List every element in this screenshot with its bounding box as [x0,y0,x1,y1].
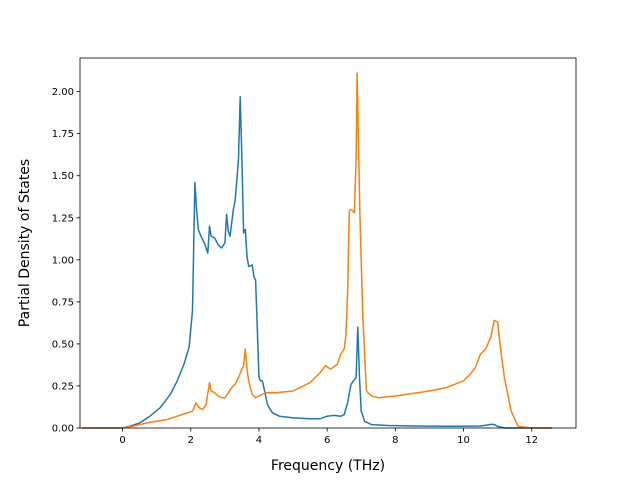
x-tick-label: 2 [188,435,194,446]
y-tick-label: 0.50 [52,339,74,350]
y-tick-label: 0.25 [52,381,74,392]
x-tick-label: 10 [457,435,470,446]
x-axis-label: Frequency (THz) [271,458,385,474]
plot-area [81,72,553,429]
y-tick-label: 1.00 [52,255,74,266]
y-tick-label: 1.25 [52,213,74,224]
series-line-2 [81,72,553,429]
axes-frame [79,57,577,429]
y-tick-label: 1.75 [52,129,74,140]
x-tick-label: 0 [119,435,125,446]
y-tick-label: 0.75 [52,297,74,308]
x-tick-label: 12 [525,435,538,446]
y-axis-label: Partial Density of States [17,159,33,327]
y-tick-label: 2.00 [52,87,74,98]
y-tick-label: 0.00 [52,424,74,435]
series-line-1 [81,95,553,429]
y-axis: 0.00 0.25 0.50 0.75 1.00 1.25 1.50 1.75 2.00 [52,87,80,435]
x-axis: 0 2 4 6 8 10 12 [119,428,538,446]
x-tick-label: 4 [256,435,262,446]
y-tick-label: 1.50 [52,171,74,182]
x-tick-label: 6 [324,435,330,446]
x-tick-label: 8 [392,435,398,446]
